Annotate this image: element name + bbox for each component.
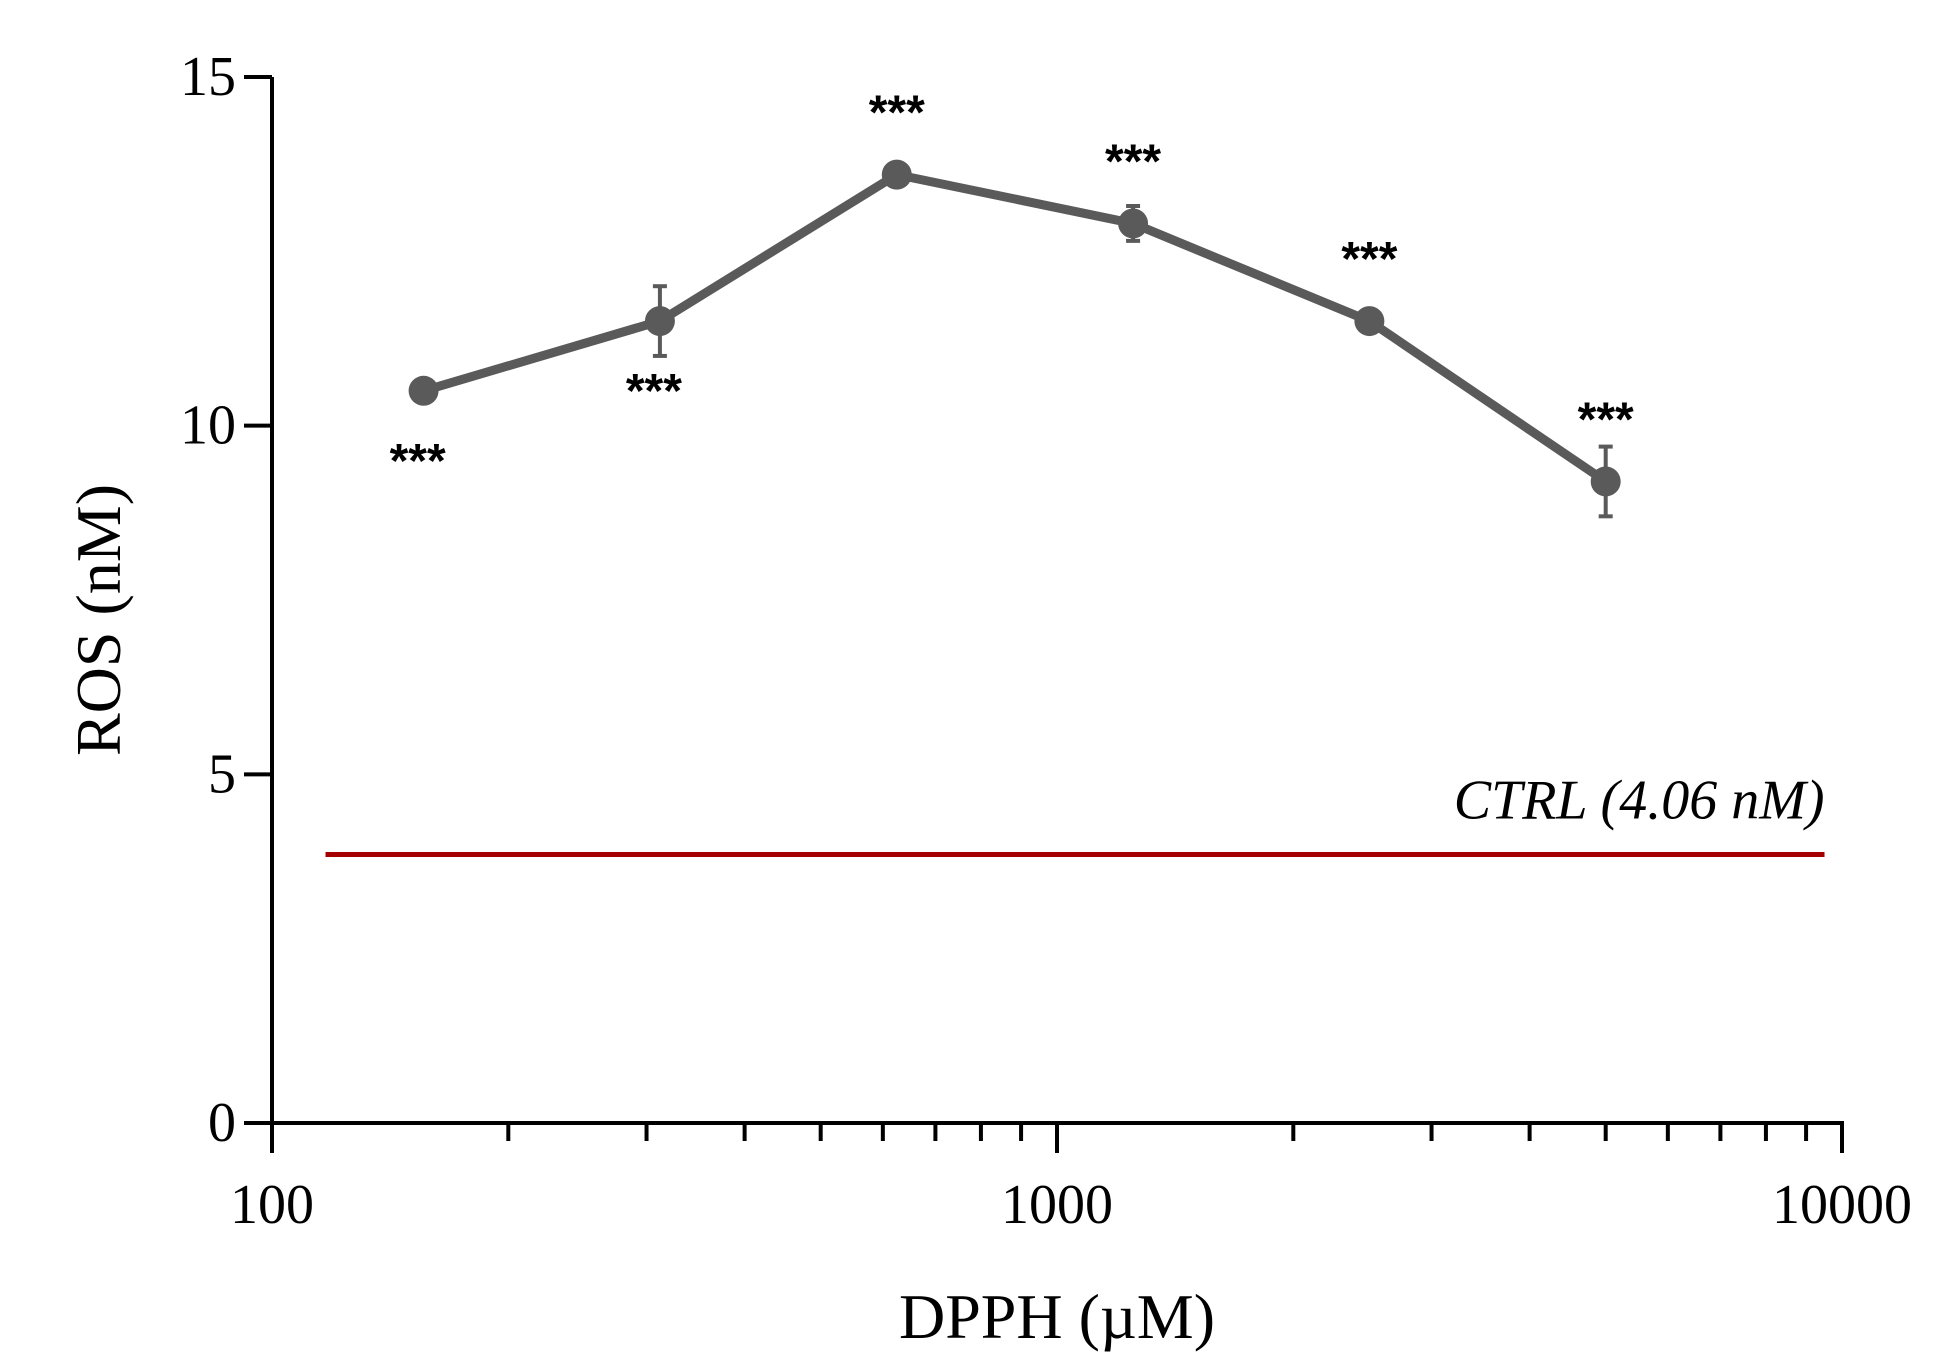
data-point-3 [1118,208,1149,239]
x-ticks: 100 1000 10000 [230,1123,1912,1236]
data-point-0 [408,375,439,406]
significance-label-3: *** [1105,135,1161,188]
data-points [408,159,1621,497]
x-tick-label-100: 100 [230,1174,314,1236]
x-tick-label-1000: 1000 [1001,1174,1113,1236]
data-point-2 [881,159,912,190]
x-axis-title: DPPH (µM) [899,1281,1215,1352]
data-point-1 [644,306,675,337]
y-tick-label-5: 5 [208,743,236,805]
ctrl-reference-label: CTRL (4.06 nM) [1454,770,1825,832]
significance-label-4: *** [1341,233,1397,286]
axes: 0 5 10 15 100 1000 10000 [180,46,1912,1236]
error-bars [652,204,1613,519]
significance-label-2: *** [869,87,925,140]
y-ticks: 0 5 10 15 [180,46,272,1154]
significance-label-0: *** [390,435,446,488]
y-tick-label-0: 0 [208,1092,236,1154]
series-dpph: *** *** *** *** *** *** [390,87,1634,519]
significance-annotations: *** *** *** *** *** *** [390,87,1634,488]
data-point-5 [1590,466,1621,497]
data-point-4 [1354,306,1385,337]
x-tick-label-10000: 10000 [1772,1174,1912,1236]
series-line [422,170,1609,486]
y-tick-label-10: 10 [180,395,236,457]
significance-label-1: *** [626,365,682,418]
significance-label-5: *** [1578,393,1634,446]
y-axis-title: ROS (nM) [63,484,134,756]
reference-layer: CTRL (4.06 nM) [325,770,1825,858]
y-tick-label-15: 15 [180,46,236,108]
